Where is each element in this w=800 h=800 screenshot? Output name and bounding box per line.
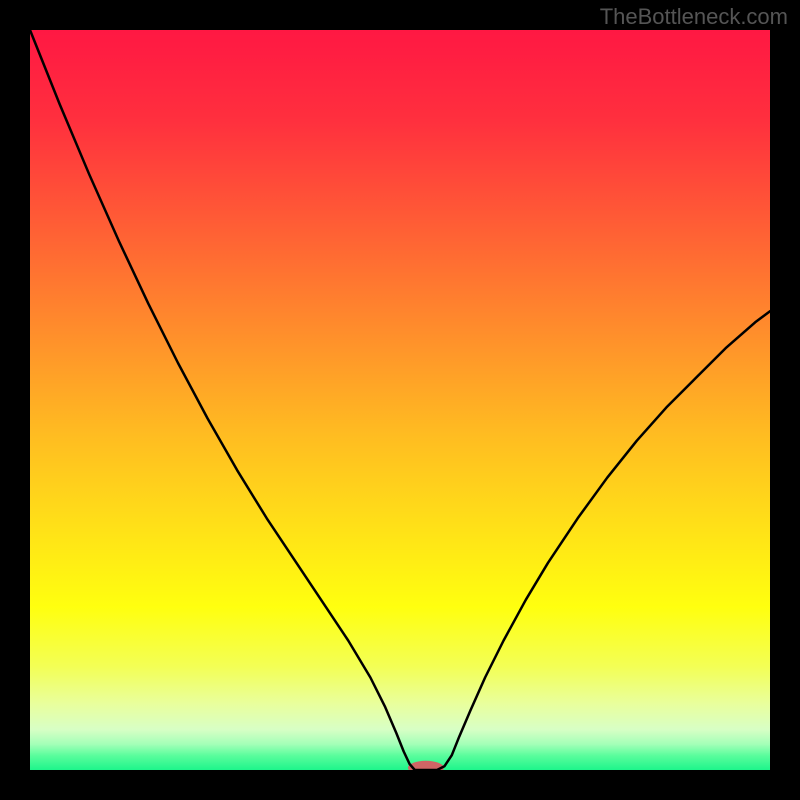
bottleneck-curve-chart xyxy=(0,0,800,800)
plot-background xyxy=(30,30,770,770)
chart-container: TheBottleneck.com xyxy=(0,0,800,800)
watermark-text: TheBottleneck.com xyxy=(600,4,788,30)
